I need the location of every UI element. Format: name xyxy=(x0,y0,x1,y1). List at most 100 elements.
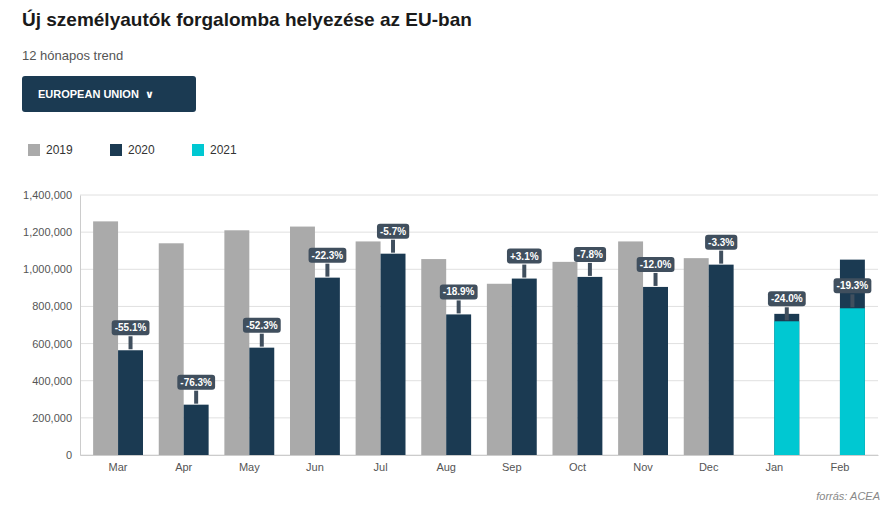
x-tick-label: May xyxy=(239,461,260,473)
x-tick: Aug xyxy=(436,455,456,473)
x-tick-label: Dec xyxy=(699,461,719,473)
x-tick: Jan xyxy=(765,455,783,473)
filter-button xyxy=(22,76,196,112)
bar xyxy=(840,308,865,455)
y-tick: 600,000 xyxy=(32,338,80,350)
x-tick-label: Jul xyxy=(374,461,388,473)
bar xyxy=(709,265,734,455)
y-tick-label: 1,000,000 xyxy=(23,263,72,275)
annotation-leader xyxy=(325,264,329,277)
y-tick: 1,000,000 xyxy=(23,263,80,275)
annotation-label: -52.3% xyxy=(246,320,278,331)
y-tick-label: 1,200,000 xyxy=(23,226,72,238)
grid-line xyxy=(80,269,878,270)
bar xyxy=(553,262,578,455)
filter-label: EUROPEAN UNION ∨ xyxy=(38,88,154,100)
annotation-label: -5.7% xyxy=(380,226,406,237)
y-tick-label: 800,000 xyxy=(32,300,72,312)
y-tick-label: 200,000 xyxy=(32,412,72,424)
annotation-leader xyxy=(588,263,592,276)
annotation-box xyxy=(309,248,347,263)
annotation-leader xyxy=(194,391,198,404)
annotation-label: -19.3% xyxy=(837,280,869,291)
annotation: -22.3% xyxy=(309,248,347,277)
annotation-leader xyxy=(719,251,723,264)
bar xyxy=(249,348,274,455)
x-tick: Nov xyxy=(633,455,653,473)
bars xyxy=(93,221,865,455)
annotation: -24.0% xyxy=(768,291,806,320)
bar xyxy=(446,314,471,455)
grid-line xyxy=(80,306,878,307)
legend-swatch xyxy=(110,144,122,156)
bar xyxy=(224,230,249,455)
y-tick: 200,000 xyxy=(32,412,80,424)
bar xyxy=(618,241,643,455)
bar xyxy=(118,350,143,455)
y-axis: 0 200,000 400,000 600,000 800,000 1,000,000 1,… xyxy=(23,189,80,461)
annotation-box xyxy=(574,247,606,262)
annotation: +3.1% xyxy=(507,249,542,278)
bar xyxy=(315,278,340,455)
annotation: -5.7% xyxy=(377,224,409,253)
annotation-box xyxy=(705,235,737,250)
x-tick-label: Apr xyxy=(175,461,192,473)
grid xyxy=(80,195,878,455)
annotation-label: -18.9% xyxy=(443,286,475,297)
annotation-leader xyxy=(850,294,854,307)
x-tick: Apr xyxy=(175,455,192,473)
legend: 201920202021 xyxy=(28,143,237,157)
grid-line xyxy=(80,195,878,196)
y-tick: 1,400,000 xyxy=(23,189,80,201)
annotation-label: -3.3% xyxy=(708,237,734,248)
annotation-label: -76.3% xyxy=(180,377,212,388)
annotation: -18.9% xyxy=(440,284,478,313)
annotation: -7.8% xyxy=(574,247,606,276)
x-tick-label: Feb xyxy=(830,461,849,473)
x-tick: Feb xyxy=(830,455,849,473)
bar xyxy=(774,321,799,455)
annotation-box xyxy=(177,375,215,390)
annotation-leader xyxy=(129,336,133,349)
bar xyxy=(643,287,668,455)
legend-label: 2019 xyxy=(46,143,73,157)
annotation-box xyxy=(377,224,409,239)
y-tick: 1,200,000 xyxy=(23,226,80,238)
bar xyxy=(577,277,602,455)
annotation: -3.3% xyxy=(705,235,737,264)
x-tick-label: Nov xyxy=(633,461,653,473)
x-tick: Dec xyxy=(699,455,719,473)
grid-line xyxy=(80,343,878,344)
annotation-leader xyxy=(522,265,526,278)
bar xyxy=(684,258,709,455)
annotation-box xyxy=(440,284,478,299)
bar xyxy=(512,279,537,455)
bar xyxy=(774,314,799,455)
bar xyxy=(159,243,184,455)
x-tick: Oct xyxy=(569,455,586,473)
x-tick: Mar xyxy=(109,455,128,473)
annotation-label: -22.3% xyxy=(312,250,344,261)
annotation-label: -55.1% xyxy=(115,322,147,333)
annotation-box xyxy=(243,318,281,333)
annotation-leader xyxy=(260,334,264,347)
subtitle: 12 hónapos trend xyxy=(22,48,123,63)
annotation-leader xyxy=(785,307,789,320)
legend-swatch xyxy=(192,144,204,156)
y-tick: 0 xyxy=(66,449,80,461)
annotation-box xyxy=(768,291,806,306)
x-tick-label: Jun xyxy=(306,461,324,473)
x-tick: Sep xyxy=(502,455,522,473)
x-tick-label: Jan xyxy=(765,461,783,473)
grid-line xyxy=(80,232,878,233)
annotation: -76.3% xyxy=(177,375,215,404)
y-tick-label: 400,000 xyxy=(32,375,72,387)
x-tick-label: Oct xyxy=(569,461,586,473)
annotation: -52.3% xyxy=(243,318,281,347)
annotation-box xyxy=(834,278,872,293)
y-tick: 400,000 xyxy=(32,375,80,387)
y-tick-label: 1,400,000 xyxy=(23,189,72,201)
chart: Új személyautók forgalomba helyezése az … xyxy=(0,0,894,508)
legend-swatch xyxy=(28,144,40,156)
annotation-label: -24.0% xyxy=(771,293,803,304)
